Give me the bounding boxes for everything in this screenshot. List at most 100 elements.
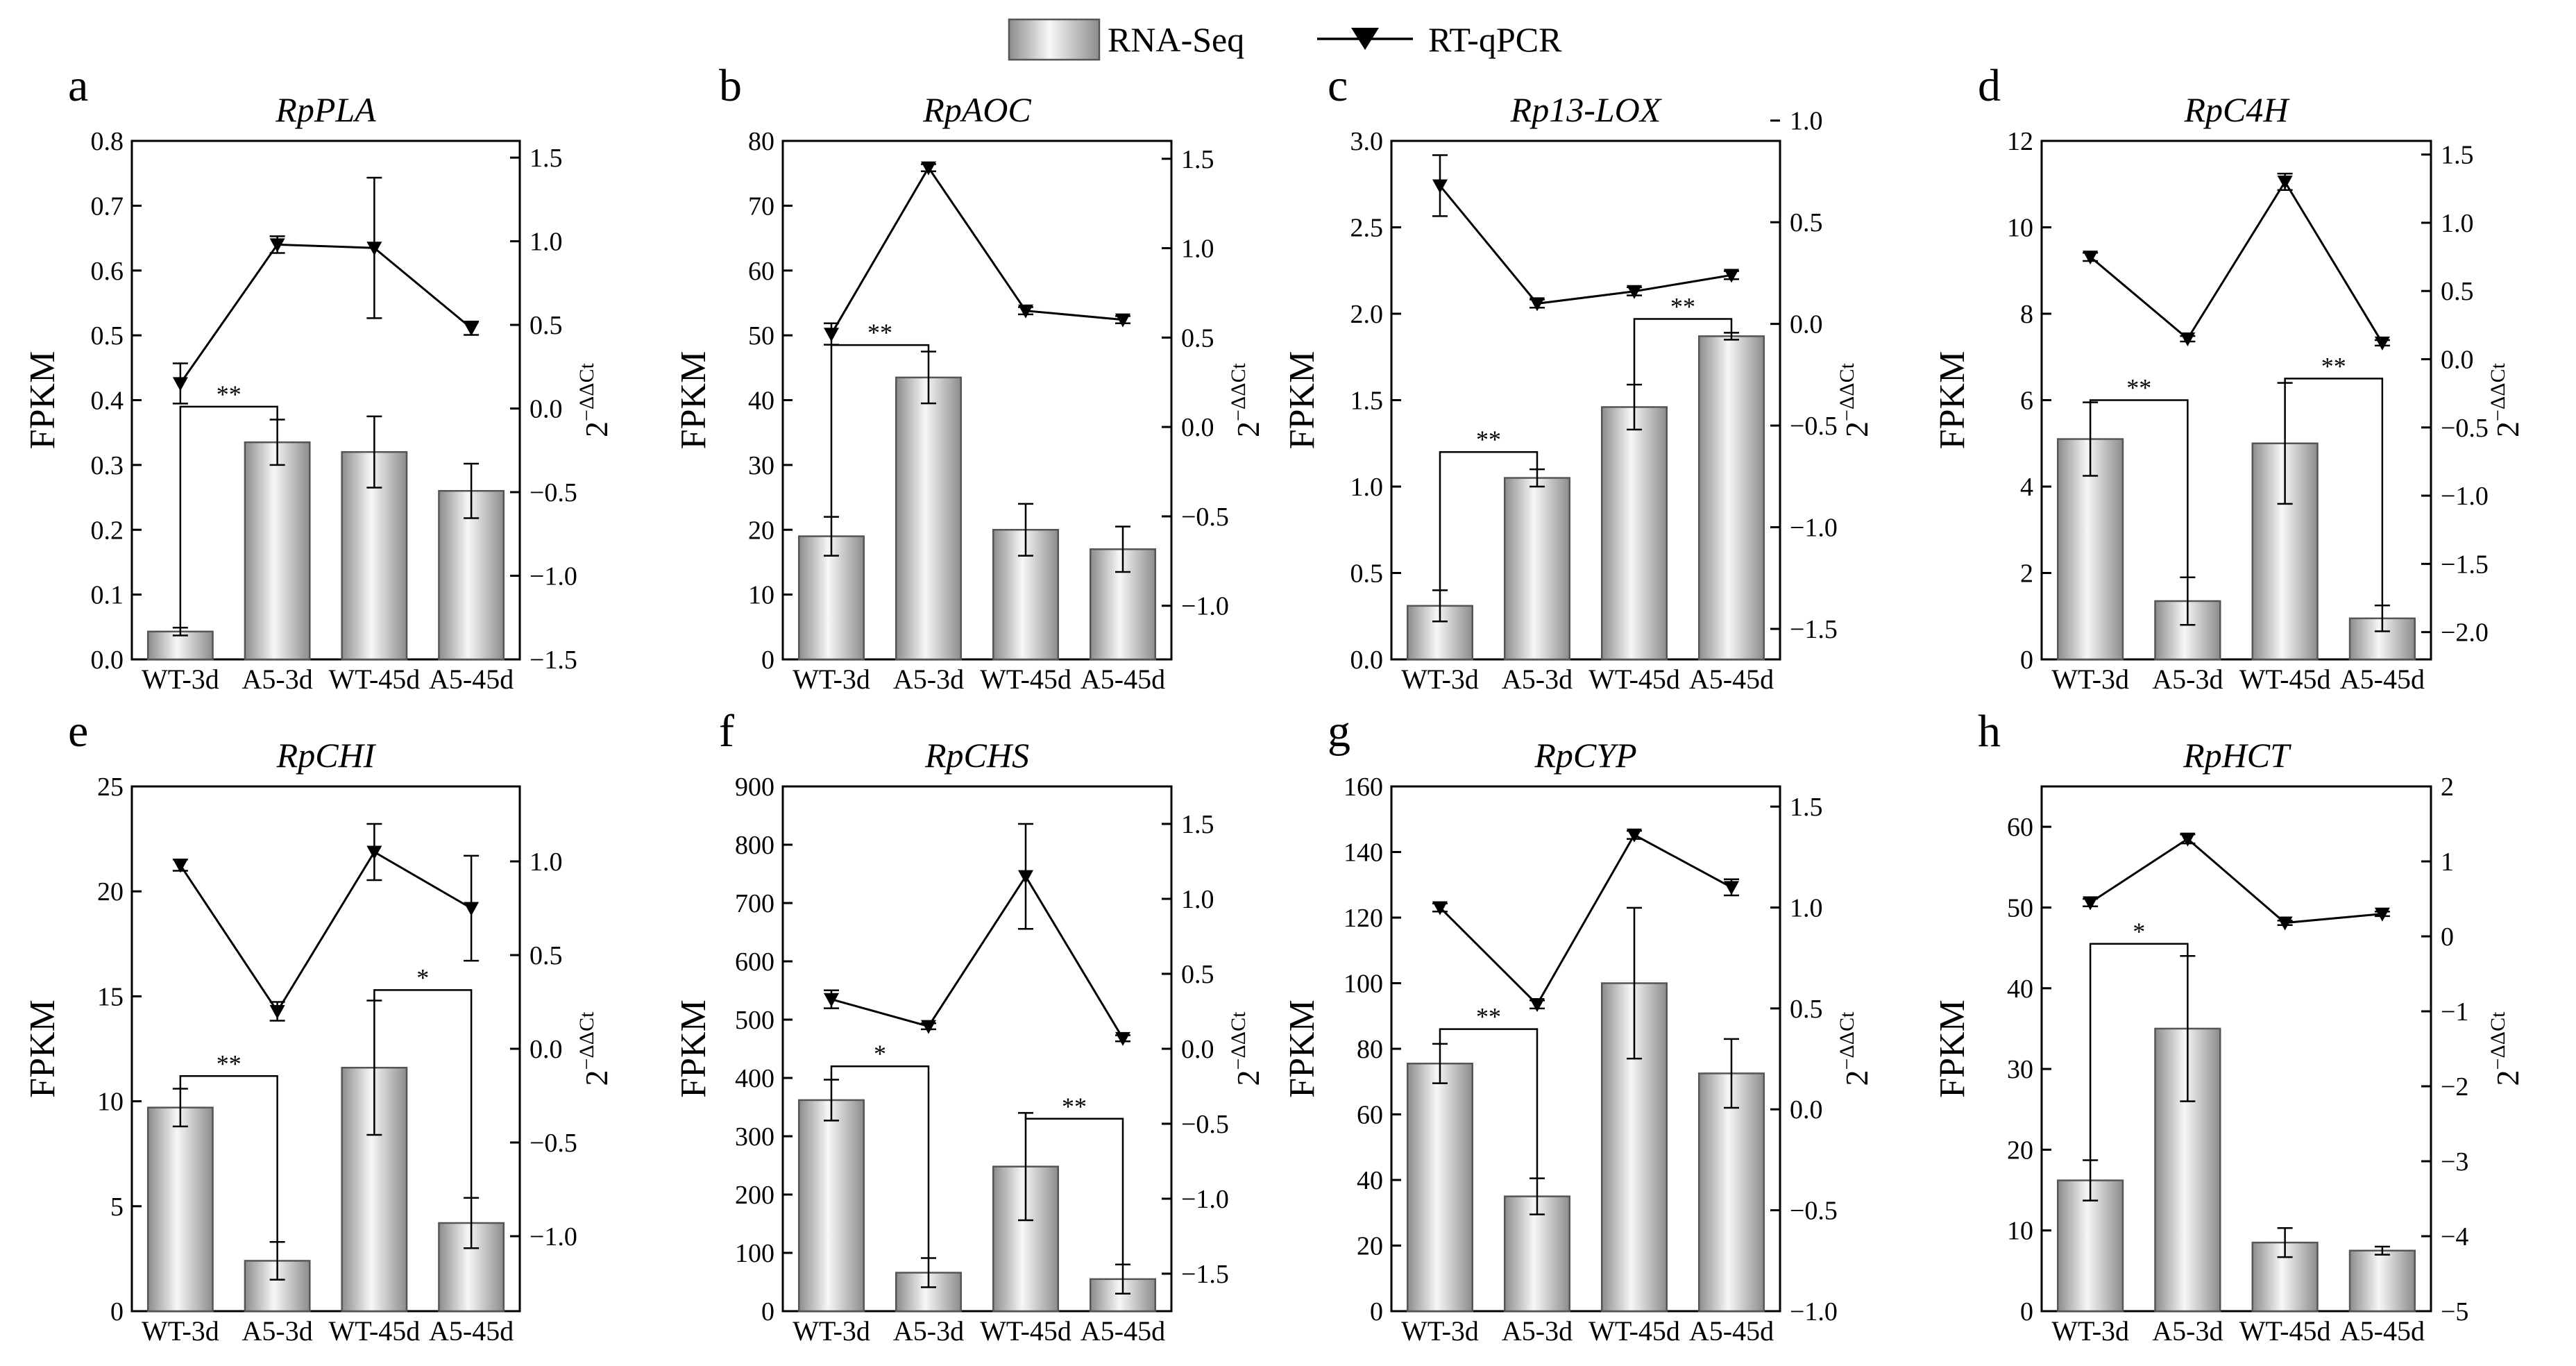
bar: [244, 441, 311, 661]
rtqpcr-line: [2090, 180, 2384, 344]
y-tick-label: 0: [1370, 1297, 1383, 1326]
y-axis-label: FPKM: [1282, 351, 1322, 450]
x-tick-label: A5-45d: [1689, 664, 1774, 695]
panel-letter: b: [719, 60, 742, 111]
x-tick-label: WT-3d: [2051, 664, 2129, 695]
y-tick-label: 0: [2020, 1297, 2033, 1326]
y-tick-label: 600: [735, 947, 774, 977]
y2-axis-label: 2−ΔΔCt: [575, 1011, 614, 1086]
y-tick-label: 900: [735, 773, 774, 802]
y-tick-label: 1.0: [1350, 473, 1384, 502]
rtqpcr-point: [1724, 881, 1739, 895]
significance-bracket: [179, 1075, 278, 1242]
legend-bar-label: RNA-Seq: [1108, 20, 1244, 59]
y2-tick-label: 0.5: [529, 311, 563, 340]
rtqpcr-point: [366, 845, 382, 860]
chart-title: RpCHS: [924, 736, 1029, 775]
y2-label-base: 2: [579, 421, 614, 437]
y-axis-label: FPKM: [23, 351, 62, 450]
x-tick-label: A5-45d: [429, 664, 514, 695]
y2-tick-label: 0.5: [1790, 995, 1823, 1024]
y-tick-label: 160: [1344, 773, 1383, 802]
y2-label-sup: −ΔΔCt: [1836, 362, 1858, 421]
y2-tick-label: −1.0: [1790, 1297, 1838, 1326]
y2-axis-label: 2−ΔΔCt: [2486, 1011, 2525, 1086]
panel-letter: e: [68, 706, 88, 757]
significance-bracket: [1439, 1028, 1539, 1179]
rtqpcr-point: [1432, 179, 1448, 194]
y-tick-label: 80: [1357, 1035, 1383, 1064]
x-tick-label: WT-45d: [1588, 664, 1680, 695]
chart-title: RpAOC: [922, 90, 1031, 129]
x-tick-label: A5-45d: [429, 1315, 514, 1347]
rtqpcr-point: [921, 1020, 936, 1034]
x-tick-label: A5-45d: [1689, 1315, 1774, 1347]
y-tick-label: 0.5: [1350, 559, 1384, 589]
plot-frame: [2040, 785, 2432, 1313]
rtqpcr-point: [1018, 870, 1033, 884]
y2-tick-label: 1.5: [1181, 810, 1214, 839]
rtqpcr-point: [2083, 896, 2099, 911]
bar: [797, 1099, 865, 1313]
significance-label: **: [1062, 1093, 1087, 1120]
rtqpcr-point: [1115, 1031, 1130, 1046]
x-tick-label: WT-45d: [980, 1315, 1071, 1347]
y2-label-sup: −ΔΔCt: [575, 1011, 598, 1070]
x-tick-label: A5-3d: [242, 664, 313, 695]
significance-label: **: [217, 1049, 242, 1077]
panel-letter: d: [1978, 60, 2001, 111]
x-tick-label: A5-45d: [2340, 1315, 2425, 1347]
x-tick-label: A5-3d: [1502, 1315, 1573, 1347]
y-tick-label: 12: [2007, 127, 2033, 156]
y2-tick-label: −1.5: [1790, 615, 1838, 644]
y2-tick-label: −1.5: [2441, 550, 2489, 579]
y2-tick-label: −1.0: [1181, 1185, 1229, 1214]
chart-panel-c: c Rp13-LOX 0.0 0.5 1.0 1.5 2.0 2.5 3.0 −1.5 −1.0 −0…: [1282, 60, 1874, 695]
y2-label-base: 2: [1230, 421, 1266, 437]
y2-tick-label: 2: [2441, 773, 2454, 802]
bar: [1697, 335, 1765, 661]
legend-triangle-icon: [1351, 28, 1379, 50]
y2-tick-label: 0.0: [1181, 1035, 1214, 1064]
y-tick-label: 30: [2007, 1055, 2033, 1084]
y2-tick-label: 1.0: [1181, 885, 1214, 914]
y-tick-label: 80: [748, 127, 774, 156]
x-tick-label: WT-3d: [2051, 1315, 2129, 1347]
y-tick-label: 120: [1344, 904, 1383, 933]
y-tick-label: 0.3: [91, 451, 124, 480]
significance-bracket: [179, 405, 278, 628]
y-axis-label: FPKM: [674, 351, 713, 450]
y-axis-label: FPKM: [1933, 351, 1972, 450]
y-tick-label: 4: [2020, 473, 2033, 502]
chart-title: RpC4H: [2184, 90, 2291, 129]
x-tick-label: WT-45d: [328, 664, 420, 695]
rtqpcr-line: [179, 243, 473, 385]
significance-bracket: [1024, 1113, 1124, 1265]
y-tick-label: 10: [97, 1088, 124, 1117]
chart-panel-e: e RpCHI 0 5 10 15 20 25 −1.0 −0.5 0.0 0.5 1.0 FPKM 2−Δ…: [23, 706, 614, 1347]
panel-letter: a: [68, 60, 88, 111]
x-tick-label: WT-45d: [2239, 1315, 2331, 1347]
y-tick-label: 100: [735, 1239, 774, 1268]
y2-tick-label: 0: [2441, 922, 2454, 952]
y2-label-sup: −ΔΔCt: [1836, 1011, 1858, 1070]
x-tick-label: WT-45d: [980, 664, 1071, 695]
y2-axis-label: 2−ΔΔCt: [575, 362, 614, 437]
significance-label: **: [867, 319, 892, 346]
y2-tick-label: 1.5: [529, 144, 563, 173]
x-tick-label: WT-3d: [1401, 664, 1479, 695]
y-tick-label: 1.5: [1350, 387, 1384, 416]
y2-tick-label: −2: [2441, 1072, 2468, 1102]
y-axis-label: FPKM: [23, 1000, 62, 1098]
x-tick-label: A5-3d: [893, 1315, 964, 1347]
y-tick-label: 6: [2020, 387, 2033, 416]
y-tick-label: 100: [1344, 970, 1383, 999]
rtqpcr-point: [2374, 907, 2390, 922]
y2-tick-label: 1.0: [529, 848, 563, 877]
y2-label-base: 2: [2490, 421, 2525, 437]
y-tick-label: 60: [1357, 1101, 1383, 1130]
y2-tick-label: −0.5: [1790, 412, 1838, 441]
y-tick-label: 700: [735, 889, 774, 918]
y2-tick-label: 1.5: [1181, 145, 1214, 174]
